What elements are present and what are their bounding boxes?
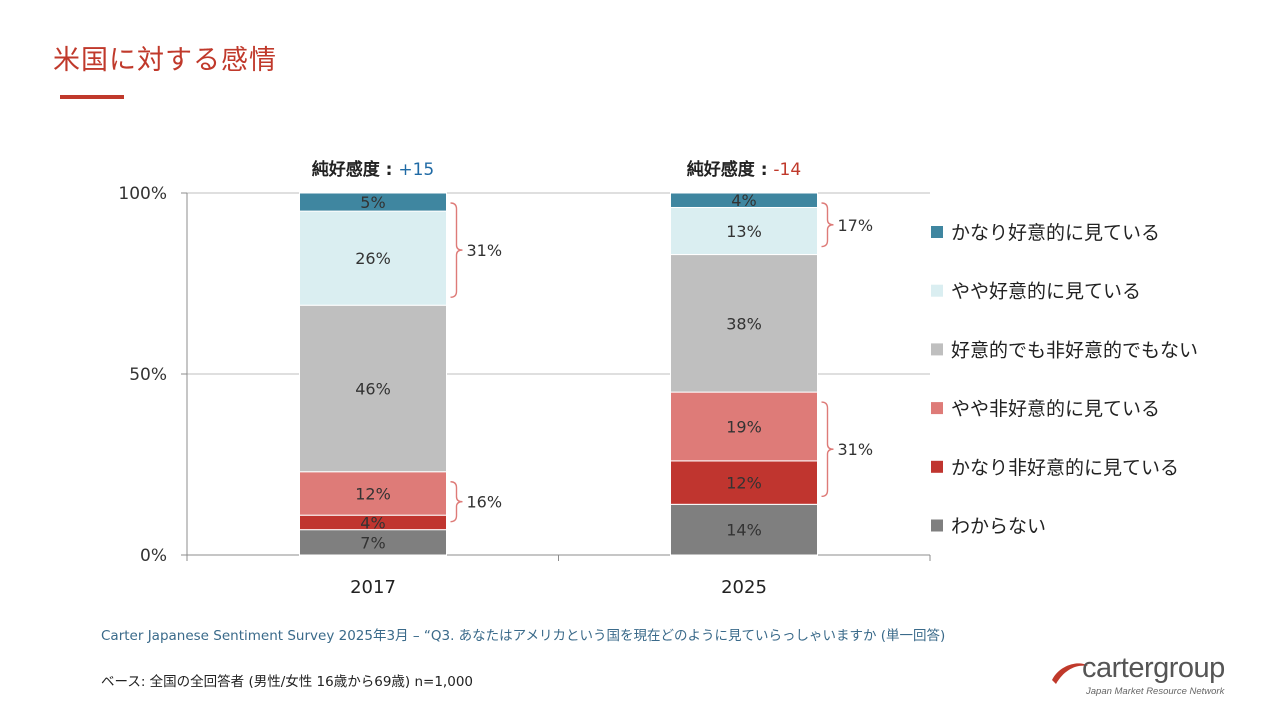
data-label-2025-0: 14%	[726, 521, 762, 540]
bar-segment-2025-2	[670, 391, 818, 462]
data-label-2017-3: 46%	[355, 379, 391, 398]
data-label-2017-2: 12%	[355, 484, 391, 503]
data-label-2017-1: 4%	[360, 513, 385, 532]
legend-label-3: やや非好意的に見ている	[951, 398, 1160, 420]
data-label-2017-4: 26%	[355, 249, 391, 268]
bracket-label-2017-unfavorable: 16%	[467, 493, 503, 512]
net-favorability-value: -14	[773, 160, 801, 180]
data-label-2025-3: 38%	[726, 314, 762, 333]
legend-swatch-4	[931, 460, 943, 473]
y-tick-label-100: 100%	[118, 184, 167, 204]
bar-segment-2025-0	[670, 503, 818, 556]
data-label-2025-4: 13%	[726, 222, 762, 241]
legend-label-2: 好意的でも非好意的でもない	[951, 339, 1198, 361]
logo-swoosh	[1052, 663, 1088, 684]
bar-segment-2017-4	[299, 210, 447, 306]
bar-segment-2017-5	[299, 192, 447, 212]
bar-segment-2025-5	[670, 192, 818, 208]
bracket-label-2017-favorable: 31%	[467, 241, 503, 260]
bracket-2025-unfavorable	[821, 401, 834, 498]
legend-swatch-3	[931, 402, 943, 415]
net-favorability-label: 純好感度 :	[312, 159, 399, 180]
net-favorability-value: +15	[398, 160, 434, 180]
bracket-2017-favorable	[450, 202, 463, 298]
data-label-2025-5: 4%	[731, 191, 756, 210]
base-footnote: ベース: 全国の全回答者 (男性/女性 16歳から69歳) n=1,000	[101, 674, 473, 690]
title-underline	[60, 95, 124, 99]
bar-segment-2017-0	[299, 529, 447, 556]
legend-label-4: かなり非好意的に見ている	[951, 457, 1179, 479]
x-category-label-2025: 2025	[721, 577, 767, 598]
page-title: 米国に対する感情	[53, 45, 277, 76]
cartergroup-logo-icon	[1052, 663, 1088, 684]
legend-label-0: かなり好意的に見ている	[951, 222, 1160, 244]
bracket-label-2025-favorable: 17%	[838, 216, 874, 235]
bracket-2025-favorable	[821, 202, 834, 248]
bracket-label-2025-unfavorable: 31%	[838, 440, 874, 459]
logo-tagline: Japan Market Resource Network	[1086, 686, 1225, 697]
legend-swatch-2	[931, 343, 943, 356]
data-label-2017-5: 5%	[360, 193, 385, 212]
bar-segment-2025-3	[670, 254, 818, 393]
logo-name-group: group	[1153, 652, 1225, 684]
logo-wordmark: cartergroup	[1082, 652, 1225, 685]
y-tick-label-50: 50%	[129, 365, 167, 385]
legend-label-5: わからない	[951, 516, 1046, 538]
legend-swatch-1	[931, 284, 943, 297]
net-favorability-2025: 純好感度 : -14	[687, 159, 801, 180]
x-category-label-2017: 2017	[350, 577, 396, 598]
bracket-2017-unfavorable	[450, 481, 463, 523]
data-label-2025-2: 19%	[726, 417, 762, 436]
y-tick-label-0: 0%	[140, 546, 167, 566]
legend-swatch-5	[931, 519, 943, 532]
net-favorability-2017: 純好感度 : +15	[312, 159, 435, 180]
bar-segment-2025-4	[670, 206, 818, 256]
data-label-2017-0: 7%	[360, 533, 385, 552]
source-footnote: Carter Japanese Sentiment Survey 2025年3月…	[101, 628, 946, 644]
legend-label-1: やや好意的に見ている	[951, 281, 1141, 303]
logo-name-carter: carter	[1082, 652, 1154, 684]
net-favorability-label: 純好感度 :	[687, 159, 774, 180]
data-label-2025-1: 12%	[726, 474, 762, 493]
legend-swatch-0	[931, 226, 943, 238]
